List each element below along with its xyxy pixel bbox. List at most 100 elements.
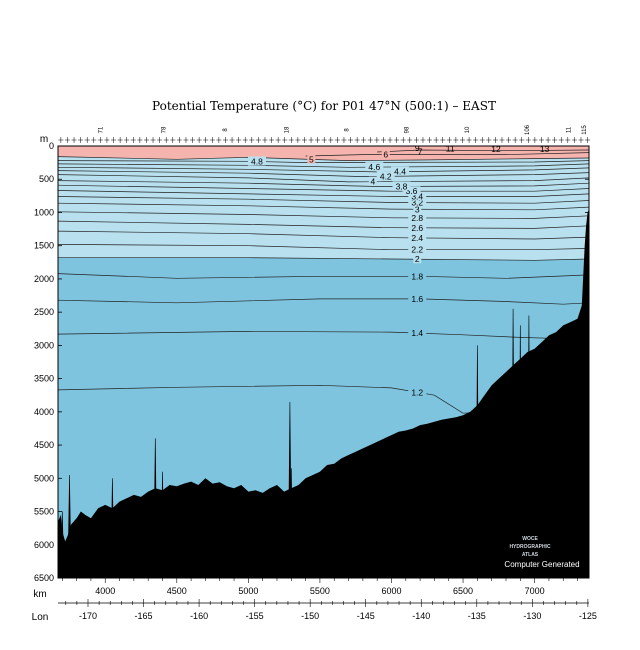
seamount-peak <box>518 325 523 578</box>
depth-tick-label: 5500 <box>34 507 54 517</box>
seamount-peak <box>153 438 158 578</box>
isotherm-label: 1.8 <box>411 271 423 281</box>
plot-area: 1.21.41.61.822.22.42.62.833.23.43.63.844… <box>58 144 589 578</box>
station-number-label: 8 <box>345 128 351 132</box>
isotherm-label: 2.4 <box>411 233 423 243</box>
distance-tick-label: 7000 <box>525 586 545 596</box>
isotherm-3 <box>58 202 589 211</box>
isotherm-3.6 <box>58 184 589 192</box>
station-number-label: 8 <box>223 128 229 132</box>
longitude-axis-label: Lon <box>32 612 49 623</box>
isotherm-label: 3.2 <box>411 198 423 208</box>
isotherm-4.6 <box>58 163 589 168</box>
isotherm-4.2 <box>58 170 589 177</box>
depth-tick-label: 3000 <box>34 340 54 350</box>
isotherm-7 <box>377 149 589 153</box>
longitude-tick-label: -155 <box>246 611 264 621</box>
isotherm-label-bg <box>307 154 316 164</box>
isotherm-label: 3.6 <box>406 186 418 196</box>
watermark-line-3: ATLAS <box>522 552 539 558</box>
isotherm-label: 4.2 <box>380 171 392 181</box>
isotherm-3.4 <box>58 190 589 197</box>
distance-tick-label: 4000 <box>95 586 115 596</box>
seamount-peak <box>475 345 480 578</box>
bathymetry <box>58 209 589 578</box>
longitude-axis: Lon -170 -165 -160 -155 -150 -145 -140 -135 -130… <box>32 599 597 623</box>
computer-generated-note: Computer Generated <box>504 560 579 569</box>
isotherm-2.2 <box>58 244 589 251</box>
depth-tick-label: 2500 <box>34 307 54 317</box>
isotherm-4.8 <box>58 160 589 163</box>
seafloor <box>58 209 589 578</box>
isotherm-label-bg <box>365 162 384 172</box>
distance-tick-label: 6000 <box>381 586 401 596</box>
distance-tick-label: 4500 <box>167 586 187 596</box>
depth-tick-label: 2000 <box>34 274 54 284</box>
longitude-tick-label: -130 <box>523 611 541 621</box>
isotherm-label: 2.8 <box>411 213 423 223</box>
isotherm-label: 2 <box>415 254 420 264</box>
isotherm-label: 3.4 <box>411 192 423 202</box>
isotherm-label-bg <box>408 191 427 201</box>
longitude-tick-label: -160 <box>190 611 208 621</box>
surface-temp-label: 11 <box>446 144 455 154</box>
depth-tick-label: 0 <box>49 141 54 151</box>
isotherm-label-bg <box>392 181 411 191</box>
isotherm-label-bg <box>402 186 421 196</box>
isotherm-label-bg <box>408 197 427 207</box>
isotherm-3.8 <box>58 180 589 187</box>
isotherm-2.4 <box>58 230 589 240</box>
isotherm-label: 6 <box>383 150 388 160</box>
distance-tick-label: 5000 <box>238 586 258 596</box>
isotherm-label: 2.2 <box>411 245 423 255</box>
depth-axis: m 0 500 1000 1500 2000 2500 3000 3500 4000 4500 50… <box>34 134 589 583</box>
isotherm-label-bg <box>408 222 427 232</box>
watermark-line-1: WOCE <box>522 536 538 542</box>
isotherm-1.8 <box>58 273 589 279</box>
isotherm-label-bg <box>413 204 422 214</box>
isotherm-3.2 <box>58 196 589 204</box>
isotherm-label-bg <box>408 244 427 254</box>
isotherm-label-bg <box>391 166 410 176</box>
surface-temp-label: 7 <box>418 146 423 156</box>
isotherm-label: 4 <box>371 177 376 187</box>
isotherm-label: 4.4 <box>394 167 406 177</box>
distance-tick-label: 6500 <box>453 586 473 596</box>
isotherm-label: 1.2 <box>411 387 423 397</box>
longitude-tick-label: -135 <box>468 611 486 621</box>
longitude-tick-label: -140 <box>412 611 430 621</box>
band-intermediate <box>58 146 589 261</box>
distance-axis: km 4000 4500 5000 5500 6000 6500 7000 <box>33 577 589 600</box>
depth-tick-label: 1000 <box>34 207 54 217</box>
station-number-label: 71 <box>98 126 104 133</box>
longitude-tick-label: -165 <box>135 611 153 621</box>
isotherm-label-bg <box>368 176 377 186</box>
isotherm-label-bg <box>381 149 390 159</box>
station-number-label: 10 <box>465 126 471 133</box>
depth-tick-label: 4500 <box>34 440 54 450</box>
isotherm-label: 3.8 <box>396 181 408 191</box>
isotherm-5 <box>58 156 589 161</box>
depth-tick-label: 5000 <box>34 473 54 483</box>
isotherm-2.6 <box>58 220 589 229</box>
station-number-label: 11 <box>566 126 572 133</box>
watermark-line-2: HYDROGRAPHIC <box>509 544 551 550</box>
isotherm-2.8 <box>58 211 589 219</box>
isotherm-label-bg <box>408 328 427 338</box>
seamount-peak <box>67 475 72 578</box>
seamount-peak <box>289 468 294 578</box>
station-number-label: 18 <box>284 126 290 133</box>
distance-tick-label: 5500 <box>310 586 330 596</box>
isotherm-label-bg <box>408 293 427 303</box>
isotherm-label: 1.6 <box>411 294 423 304</box>
isotherm-label-bg <box>247 156 266 166</box>
isotherm-label: 4.8 <box>251 156 263 166</box>
depth-tick-label: 1500 <box>34 241 54 251</box>
isotherm-label-bg <box>376 171 395 181</box>
isotherm-label: 5 <box>309 154 314 164</box>
isotherm-label: 2.6 <box>411 223 423 233</box>
depth-unit-label: m <box>40 134 48 145</box>
isotherm-label-bg <box>413 254 422 264</box>
station-number-label: 98 <box>405 126 411 133</box>
